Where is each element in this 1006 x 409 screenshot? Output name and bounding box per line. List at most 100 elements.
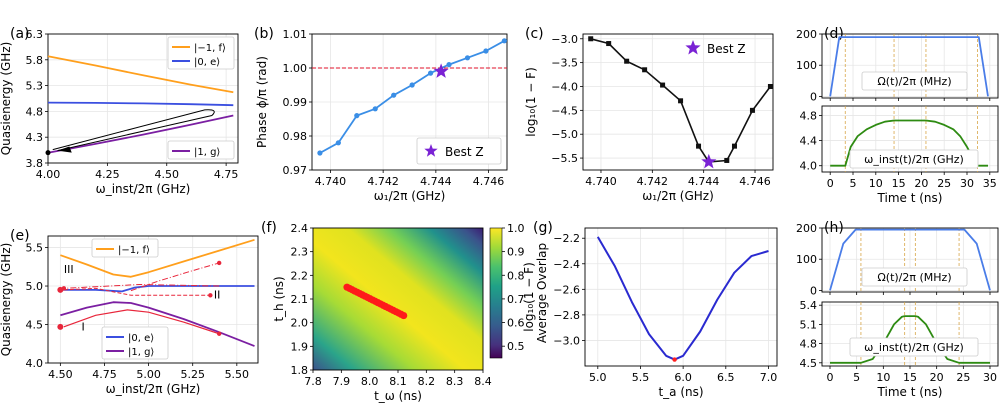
legend-label: |−1, f⟩ (194, 43, 226, 54)
x-tick-label: 4.75 (92, 368, 117, 381)
curve-label-box (861, 71, 968, 91)
data-point (317, 150, 323, 156)
y-tick-label: 1.8 (291, 364, 309, 377)
y-tick-label: −3.0 (553, 334, 580, 347)
legend-label: Best Z (707, 42, 746, 56)
legend-label: |1, g⟩ (128, 347, 154, 358)
y-tick-label: −4.0 (551, 80, 578, 93)
x-tick-label: 4.740 (315, 175, 347, 188)
y-axis-label: log₁₀(1 − F) (522, 262, 536, 332)
axes-frame (821, 105, 999, 173)
x-axis-label: ω_inst/2π (GHz) (106, 382, 201, 396)
data-point (749, 107, 755, 113)
y-axis-label: t_h (ns) (272, 276, 286, 321)
y-tick-label: 200 (796, 222, 817, 235)
x-tick-label: 20 (930, 371, 944, 384)
path-II (63, 287, 211, 296)
curve-label-box (849, 337, 979, 357)
y-tick-label: −2.6 (553, 283, 580, 296)
x-tick-label: 5 (850, 177, 857, 190)
y-tick-label: −2.4 (553, 258, 580, 271)
y-tick-label: 1.00 (283, 62, 308, 75)
y-tick-label: 0 (810, 284, 817, 297)
data-point (446, 62, 452, 68)
legend-box (416, 137, 502, 165)
x-tick-label: 4.00 (36, 168, 61, 181)
x-tick-label: 4.25 (95, 168, 120, 181)
annotation-I: I (82, 321, 85, 334)
x-tick-label: 7.8 (304, 375, 322, 388)
x-axis-label: t_a (ns) (658, 385, 703, 399)
x-axis-label: ω_inst/2π (GHz) (96, 182, 191, 196)
curve-label: ω_inst(t)/2π (GHz) (864, 153, 964, 166)
data-point (731, 143, 737, 149)
x-tick-label: 5 (853, 371, 860, 384)
arrow-tip (216, 260, 222, 266)
panel-a: 3.8 4.3 4.8 5.3 5.8 6.3 4.00 4.25 4.50 4.75 ω_inst… (0, 26, 239, 196)
panel-c: −5.5 −5.0 −4.5 −4.0 −3.5 −3.0 4.740 4.742 4.744 4… (524, 26, 774, 203)
y-tick-label: 4.4 (800, 135, 818, 148)
y-tick-label: 2.2 (291, 269, 309, 282)
optimal-point (400, 311, 408, 320)
y-tick-label: 0 (810, 90, 817, 103)
panel-g: −3.0 −2.8 −2.6 −2.4 −2.2 5.0 5.5 6.0 6.5 7.0 t_a (… (522, 220, 778, 399)
x-tick-label: 0 (827, 177, 834, 190)
series-line (60, 301, 255, 347)
x-axis-label: ω₁/2π (GHz) (642, 189, 714, 203)
data-point (501, 38, 507, 44)
legend-label: |−1, f⟩ (118, 245, 150, 256)
legend-label: |0, e⟩ (194, 57, 220, 68)
x-axis-label: Time t (ns) (877, 191, 943, 205)
data-point (483, 48, 489, 54)
y-tick-label: 2.1 (291, 293, 309, 306)
colorbar-tick-label: 0.8 (507, 269, 525, 282)
y-axis-label: Phase ϕ/π (rad) (255, 56, 269, 148)
path-I (63, 309, 220, 335)
x-tick-label: 7.9 (333, 375, 351, 388)
x-tick-label: 5.50 (225, 368, 250, 381)
curve-label-box (861, 267, 968, 287)
legend-label: Best Z (445, 145, 484, 159)
y-tick-label: −4.5 (551, 104, 578, 117)
curve-label-box (849, 149, 979, 169)
colorbar-tick-label: 0.6 (507, 317, 525, 330)
data-point (588, 36, 594, 42)
legend-label: |1, g⟩ (194, 147, 220, 158)
x-tick-label: 4.746 (739, 175, 771, 188)
panel-label: (a) (10, 26, 30, 42)
panel-label: (b) (254, 26, 274, 42)
data-point (391, 92, 397, 98)
panel-f: 1.8 1.9 2.0 2.1 2.2 2.3 2.4 7.8 7.9 8.0 8.1 8.2 8.3 8… (261, 220, 549, 403)
y-tick-label: 4.5 (800, 357, 818, 370)
y-tick-label: 5.4 (800, 299, 818, 312)
panel-label: (f) (261, 220, 277, 236)
colorbar-label: Average Overlap (535, 243, 549, 343)
x-tick-label: 4.742 (367, 175, 399, 188)
panel-e: 4.0 4.5 5.0 5.5 4.50 4.75 5.00 5.25 5.50 ω_inst/2… (0, 228, 259, 396)
y-tick-label: 5.0 (26, 280, 44, 293)
axes-frame (821, 33, 999, 99)
panel-h_top: 0 100 200 (h) Ω(t)/2π (MHz) (796, 220, 999, 297)
y-tick-label: 4.0 (800, 160, 818, 173)
path-arrow (52, 109, 215, 152)
panel-label: (c) (525, 26, 544, 42)
y-axis-label: Quasienergy (GHz) (0, 42, 13, 156)
x-tick-label: 25 (956, 371, 970, 384)
data-point (606, 41, 612, 47)
y-tick-label: 4.0 (26, 357, 44, 370)
x-tick-label: 4.744 (420, 175, 452, 188)
x-tick-label: 4.746 (473, 175, 505, 188)
data-point (409, 82, 415, 88)
series-line (47, 114, 234, 154)
panel-label: (g) (533, 220, 553, 236)
y-tick-label: 100 (796, 59, 817, 72)
start-point (45, 150, 51, 156)
best-z-star (701, 153, 717, 169)
legend-star (424, 144, 438, 157)
x-tick-label: 30 (960, 177, 974, 190)
panel-d_top: 0 100 200 (d) Ω(t)/2π (MHz) (796, 26, 999, 103)
x-tick-label: 15 (903, 371, 917, 384)
x-tick-label: 10 (869, 177, 883, 190)
data-point (335, 140, 341, 146)
